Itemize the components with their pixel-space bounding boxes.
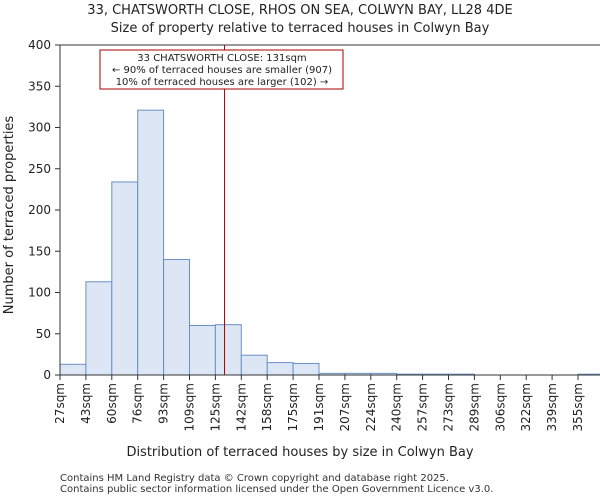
- x-tick-label: 93sqm: [157, 383, 171, 424]
- x-tick-label: 306sqm: [493, 383, 507, 431]
- y-tick-label: 400: [28, 38, 51, 52]
- x-tick-label: 339sqm: [545, 383, 559, 431]
- x-tick-label: 207sqm: [338, 383, 352, 431]
- x-tick-label: 322sqm: [519, 383, 533, 431]
- bar-125sqm: [214, 324, 242, 376]
- histogram-chart: 33, CHATSWORTH CLOSE, RHOS ON SEA, COLWY…: [2, 3, 600, 460]
- bar-175sqm: [292, 362, 320, 376]
- bar-27sqm: [59, 363, 87, 376]
- y-axis-label: Number of terraced properties: [2, 116, 17, 315]
- y-tick-label: 100: [28, 286, 51, 300]
- x-tick-label: 125sqm: [208, 383, 222, 431]
- x-tick-label: 191sqm: [312, 383, 326, 431]
- y-tick-label: 50: [36, 327, 51, 341]
- x-axis-ticks: 27sqm 43sqm 60sqm 76sqm 93sqm 109sqm 125sqm 142…: [53, 375, 585, 431]
- x-tick-label: 257sqm: [416, 383, 430, 431]
- y-tick-label: 0: [43, 368, 51, 382]
- bar-60sqm: [111, 181, 139, 376]
- x-tick-label: 142sqm: [234, 383, 248, 431]
- x-tick-label: 158sqm: [260, 383, 274, 431]
- bar-43sqm: [85, 281, 113, 376]
- x-tick-label: 109sqm: [183, 383, 197, 431]
- plot-frame: [59, 44, 600, 376]
- annotation-frame: [99, 49, 344, 90]
- y-tick-label: 300: [28, 121, 51, 135]
- x-tick-label: 273sqm: [442, 383, 456, 431]
- annotation-line-1: 33 CHATSWORTH CLOSE: 131sqm: [137, 53, 306, 64]
- bar-76sqm: [137, 109, 165, 376]
- y-tick-label: 250: [28, 162, 51, 176]
- annotation-line-2: ← 90% of terraced houses are smaller (90…: [112, 65, 332, 76]
- x-axis-label: Distribution of terraced houses by size …: [126, 445, 473, 460]
- annotation-box: 33 CHATSWORTH CLOSE: 131sqm ← 90% of ter…: [99, 49, 344, 90]
- annotation-line-3: 10% of terraced houses are larger (102) …: [116, 77, 329, 88]
- bars-group: [59, 109, 600, 376]
- y-tick-label: 150: [28, 244, 51, 258]
- x-tick-label: 240sqm: [390, 383, 404, 431]
- y-tick-label: 200: [28, 203, 51, 217]
- chart-title: 33, CHATSWORTH CLOSE, RHOS ON SEA, COLWY…: [87, 3, 512, 18]
- y-tick-label: 350: [28, 79, 51, 93]
- x-tick-label: 27sqm: [53, 383, 67, 424]
- bar-109sqm: [189, 325, 216, 376]
- bar-142sqm: [240, 354, 268, 376]
- bar-158sqm: [266, 362, 294, 376]
- x-tick-label: 224sqm: [364, 383, 378, 431]
- x-tick-label: 43sqm: [79, 383, 93, 424]
- x-tick-label: 289sqm: [467, 383, 481, 431]
- chart-subtitle: Size of property relative to terraced ho…: [111, 21, 490, 36]
- footer-copyright: Contains HM Land Registry data © Crown c…: [60, 473, 449, 484]
- footer-licence: Contains public sector information licen…: [60, 484, 494, 495]
- x-tick-label: 355sqm: [571, 383, 585, 431]
- y-axis-ticks: 0 50 100 150 200 250 300 350 400: [28, 38, 60, 382]
- x-tick-label: 76sqm: [131, 383, 145, 424]
- x-tick-label: 60sqm: [105, 383, 119, 424]
- x-tick-label: 175sqm: [286, 383, 300, 431]
- bar-93sqm: [163, 259, 191, 376]
